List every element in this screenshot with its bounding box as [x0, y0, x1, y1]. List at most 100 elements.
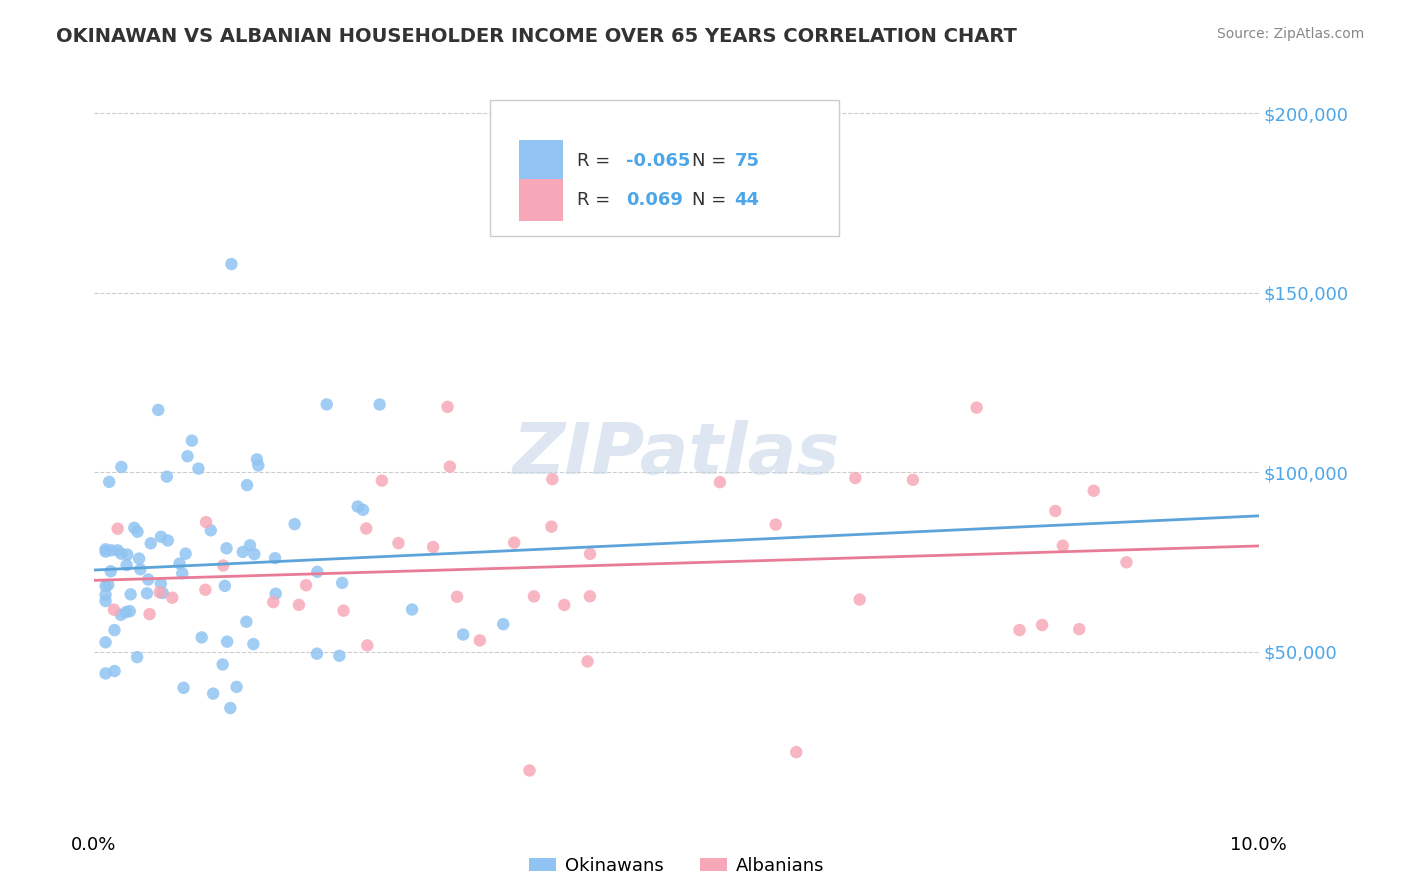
Point: [305, 647, 328, 661]
Text: ZIPatlas: ZIPatlas: [513, 420, 839, 489]
Point: [107, 522, 129, 536]
Text: N =: N =: [692, 191, 731, 210]
Point: [247, 458, 270, 473]
Point: [330, 575, 353, 590]
Point: [200, 523, 222, 537]
Point: [94, 635, 117, 649]
Point: [212, 558, 235, 573]
Point: [579, 547, 602, 561]
Point: [966, 401, 988, 415]
Point: [176, 449, 198, 463]
Point: [211, 657, 233, 672]
Point: [492, 617, 515, 632]
Point: [356, 639, 378, 653]
Text: R =: R =: [578, 153, 616, 170]
Point: [94, 666, 117, 681]
Point: [128, 551, 150, 566]
Text: 0.069: 0.069: [626, 191, 683, 210]
Point: [103, 602, 125, 616]
Point: [190, 631, 212, 645]
Point: [1008, 623, 1031, 637]
Point: [219, 701, 242, 715]
Point: [120, 587, 142, 601]
Point: [156, 469, 179, 483]
Text: -0.065: -0.065: [626, 153, 690, 170]
Point: [94, 542, 117, 557]
Text: Source: ZipAtlas.com: Source: ZipAtlas.com: [1216, 27, 1364, 41]
Point: [115, 605, 138, 619]
Point: [127, 524, 149, 539]
Point: [129, 562, 152, 576]
Point: [844, 471, 866, 485]
Point: [152, 586, 174, 600]
Point: [346, 500, 368, 514]
Point: [110, 547, 132, 561]
Point: [97, 578, 120, 592]
Point: [284, 517, 307, 532]
Point: [149, 576, 172, 591]
Point: [217, 634, 239, 648]
Point: [246, 452, 269, 467]
Point: [195, 515, 218, 529]
Point: [214, 579, 236, 593]
Point: [149, 585, 172, 599]
Point: [110, 459, 132, 474]
Point: [523, 590, 546, 604]
Legend: Okinawans, Albanians: Okinawans, Albanians: [522, 850, 831, 882]
Point: [436, 400, 458, 414]
Point: [94, 588, 117, 602]
Point: [160, 591, 183, 605]
Point: [236, 478, 259, 492]
Point: [1052, 539, 1074, 553]
Point: [127, 650, 149, 665]
Point: [98, 475, 121, 489]
Point: [174, 547, 197, 561]
Point: [215, 541, 238, 556]
Point: [110, 607, 132, 622]
Point: [100, 543, 122, 558]
Point: [503, 535, 526, 549]
Point: [540, 519, 562, 533]
Point: [262, 595, 284, 609]
Point: [315, 397, 337, 411]
Text: 75: 75: [734, 153, 759, 170]
Point: [352, 503, 374, 517]
Point: [94, 544, 117, 558]
Point: [328, 648, 350, 663]
Point: [295, 578, 318, 592]
Point: [118, 604, 141, 618]
Point: [1115, 555, 1137, 569]
Point: [148, 403, 170, 417]
Point: [139, 536, 162, 550]
Point: [401, 602, 423, 616]
Point: [172, 566, 194, 581]
Point: [243, 547, 266, 561]
Point: [173, 681, 195, 695]
Point: [541, 472, 564, 486]
Point: [264, 551, 287, 566]
Text: OKINAWAN VS ALBANIAN HOUSEHOLDER INCOME OVER 65 YEARS CORRELATION CHART: OKINAWAN VS ALBANIAN HOUSEHOLDER INCOME …: [56, 27, 1017, 45]
Point: [307, 565, 329, 579]
Point: [194, 582, 217, 597]
Point: [94, 579, 117, 593]
Point: [239, 538, 262, 552]
Point: [765, 517, 787, 532]
Point: [115, 558, 138, 572]
Point: [387, 536, 409, 550]
Point: [785, 745, 807, 759]
Point: [553, 598, 575, 612]
Point: [107, 543, 129, 558]
Point: [156, 533, 179, 548]
Point: [225, 680, 247, 694]
Text: R =: R =: [578, 191, 616, 210]
Point: [579, 590, 602, 604]
Point: [1045, 504, 1067, 518]
Point: [1083, 483, 1105, 498]
Point: [150, 530, 173, 544]
Point: [439, 459, 461, 474]
Point: [468, 633, 491, 648]
FancyBboxPatch shape: [519, 179, 564, 220]
Point: [136, 586, 159, 600]
Point: [232, 545, 254, 559]
Point: [848, 592, 870, 607]
